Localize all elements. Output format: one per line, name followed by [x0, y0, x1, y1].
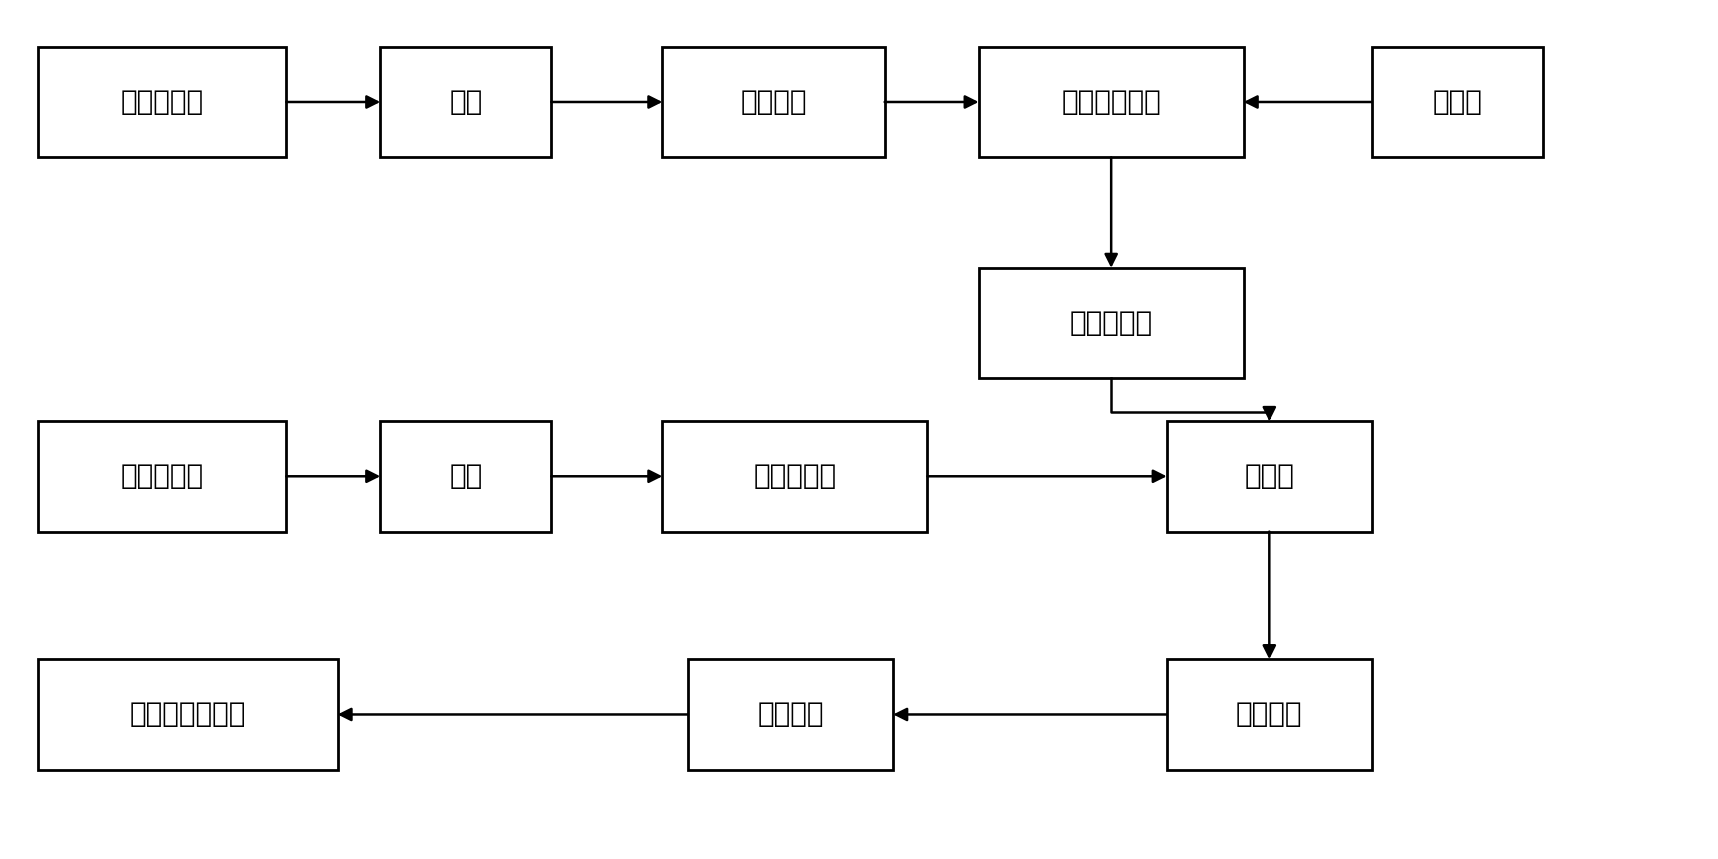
FancyBboxPatch shape: [38, 659, 337, 770]
Text: 臭氧发生器: 臭氧发生器: [120, 88, 204, 116]
Text: 臭氧气室: 臭氧气室: [740, 88, 807, 116]
FancyBboxPatch shape: [979, 268, 1244, 379]
Text: 反应室: 反应室: [1244, 462, 1294, 490]
Text: 定量注射器: 定量注射器: [1070, 309, 1153, 338]
Text: 有机物液体: 有机物液体: [120, 462, 204, 490]
FancyBboxPatch shape: [663, 46, 885, 157]
FancyBboxPatch shape: [687, 659, 893, 770]
FancyBboxPatch shape: [380, 46, 551, 157]
FancyBboxPatch shape: [38, 46, 287, 157]
Text: 光电转换: 光电转换: [1235, 700, 1302, 728]
Text: 气泵: 气泵: [448, 88, 483, 116]
Text: 数据处理: 数据处理: [758, 700, 825, 728]
FancyBboxPatch shape: [663, 421, 928, 532]
Text: 蘵馏水: 蘵馏水: [1433, 88, 1483, 116]
FancyBboxPatch shape: [380, 421, 551, 532]
FancyBboxPatch shape: [38, 421, 287, 532]
Text: 显示、存储模块: 显示、存储模块: [131, 700, 246, 728]
Text: 定量注射器: 定量注射器: [752, 462, 837, 490]
Text: 过滤: 过滤: [448, 462, 483, 490]
FancyBboxPatch shape: [1167, 421, 1373, 532]
FancyBboxPatch shape: [1373, 46, 1543, 157]
FancyBboxPatch shape: [1167, 659, 1373, 770]
Text: 臭氧溶液制备: 臭氧溶液制备: [1062, 88, 1161, 116]
FancyBboxPatch shape: [979, 46, 1244, 157]
